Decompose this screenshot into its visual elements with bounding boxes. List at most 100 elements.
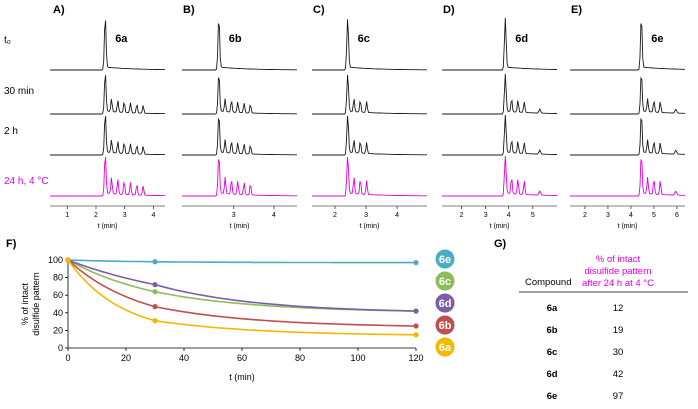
series-line-6a	[67, 259, 417, 336]
table-cell-compound: 6a	[547, 303, 558, 314]
table-header-compound: Compound	[525, 277, 571, 288]
data-point-6d	[152, 282, 158, 288]
trace-6e-row1	[570, 76, 685, 115]
table-cell-value: 97	[613, 391, 624, 402]
legend-badge-circle	[434, 292, 456, 314]
hplc-x-label: t (min)	[490, 223, 510, 230]
legend-badge-6e: 6e	[434, 248, 456, 270]
trace-6d-row1	[442, 73, 557, 115]
trace-6c-row0	[312, 19, 427, 71]
hplc-panel-6c: 6c 2 3 4 t (min)	[312, 19, 427, 230]
hplc-tick-label: 6	[675, 212, 679, 219]
summary-table: Compound % of intact disulfide pattern a…	[519, 254, 688, 402]
hplc-tick-label: 4	[272, 212, 276, 219]
table-cell-value: 12	[613, 303, 624, 314]
hplc-tick-label: 4	[629, 212, 633, 219]
hplc-compound-label: 6d	[515, 33, 528, 45]
time-label-2h: 2 h	[4, 126, 18, 137]
hplc-compound-label: 6c	[358, 33, 370, 45]
series-line-6e	[67, 259, 416, 264]
hplc-tick-label: 2	[333, 212, 337, 219]
x-tick-label: 60	[237, 353, 247, 363]
hplc-tick-label: 3	[232, 212, 236, 219]
data-point-6e	[152, 259, 158, 265]
trace-6a-row1	[50, 75, 165, 115]
data-point-6b	[152, 304, 158, 310]
axis-ticks: 0 20 40 60 80 100 120 0 20 40 60 80 100	[48, 255, 424, 363]
hplc-tick-label: 2	[94, 212, 98, 219]
hplc-tick-label: 2	[583, 212, 587, 219]
table-header-line3: after 24 h at 4 °C	[582, 278, 654, 289]
series-line-6c	[67, 259, 417, 312]
series-line-6b	[67, 259, 417, 327]
hplc-tick-label: 3	[484, 212, 488, 219]
y-tick-label: 60	[53, 290, 63, 300]
table-cell-compound: 6c	[547, 347, 558, 358]
trace-6c-row2	[312, 116, 427, 156]
y-tick-label: 80	[53, 273, 63, 283]
hplc-tick-label: 3	[123, 212, 127, 219]
trace-6d-row2	[442, 114, 557, 156]
x-axis-label: t (min)	[229, 372, 255, 382]
panel-label-d: D)	[443, 4, 455, 16]
data-point-6a	[152, 318, 158, 324]
hplc-chromatograms: 6a 1 2 3 4 t (min) 6b 3 4 t (min) 6c 2 3 4 t (min) 6d 2 3…	[50, 17, 685, 230]
table-cell-value: 30	[613, 347, 624, 358]
table-rows: 6a 12 6b 19 6c 30 6d 42 6e 97	[546, 303, 623, 402]
y-tick-label: 0	[58, 343, 63, 353]
panel-label-g: G)	[494, 238, 507, 250]
hplc-compound-label: 6b	[229, 33, 242, 45]
table-cell-compound: 6b	[546, 325, 557, 336]
table-cell-compound: 6d	[546, 369, 557, 380]
legend-badge-circle	[434, 248, 456, 270]
hplc-tick-label: 3	[606, 212, 610, 219]
trace-6b-row3	[182, 158, 297, 197]
x-tick-label: 0	[65, 353, 70, 363]
legend-badge-label: 6c	[439, 276, 451, 288]
hplc-panel-6e: 6e 2 3 4 5 6 t (min)	[570, 23, 685, 230]
legend-badge-circle	[434, 336, 456, 358]
hplc-tick-label: 5	[652, 212, 656, 219]
y-axis-label-line2: disulfide pattern	[31, 272, 41, 336]
time-label-t0: t₀	[4, 35, 11, 46]
hplc-tick-label: 3	[364, 212, 368, 219]
table-header-line2: disulfide pattern	[584, 266, 651, 277]
panel-label-b: B)	[183, 4, 195, 16]
trace-6a-row2	[50, 116, 165, 156]
hplc-tick-label: 1	[65, 212, 69, 219]
y-axis-label: % of intact disulfide pattern	[20, 272, 41, 336]
hplc-x-label: t (min)	[360, 223, 380, 230]
trace-6b-row1	[182, 76, 297, 115]
hplc-compound-label: 6e	[651, 33, 663, 45]
legend-badge-label: 6b	[439, 320, 452, 332]
x-tick-label: 20	[121, 353, 131, 363]
legend-badge-circle	[434, 270, 456, 292]
panel-label-e: E)	[571, 4, 582, 16]
trace-6b-row2	[182, 117, 297, 156]
hplc-tick-label: 4	[395, 212, 399, 219]
trace-6e-row0	[570, 23, 685, 71]
legend-badge-6a: 6a	[434, 336, 456, 358]
hplc-tick-label: 4	[152, 212, 156, 219]
x-tick-label: 40	[179, 353, 189, 363]
hplc-x-label: t (min)	[98, 223, 118, 230]
y-tick-label: 100	[48, 255, 63, 265]
series-line-6d	[67, 259, 417, 312]
legend-badge-6c: 6c	[434, 270, 456, 292]
hplc-panel-6b: 6b 3 4 t (min)	[182, 23, 297, 230]
panel-label-c: C)	[313, 4, 325, 16]
table-cell-value: 19	[613, 325, 624, 336]
x-tick-label: 120	[408, 353, 423, 363]
panel-label-f: F)	[6, 238, 17, 250]
table-cell-value: 42	[613, 369, 624, 380]
data-point-6e	[413, 260, 419, 266]
hplc-x-label: t (min)	[618, 223, 638, 230]
hplc-tick-label: 5	[531, 212, 535, 219]
legend-badge-circle	[434, 314, 456, 336]
degradation-line-chart: t (min) % of intact disulfide pattern 0 2…	[20, 248, 456, 382]
y-tick-label: 20	[53, 325, 63, 335]
hplc-x-label: t (min)	[230, 223, 250, 230]
trace-6e-row3	[570, 158, 685, 197]
trace-6d-row3	[442, 155, 557, 197]
